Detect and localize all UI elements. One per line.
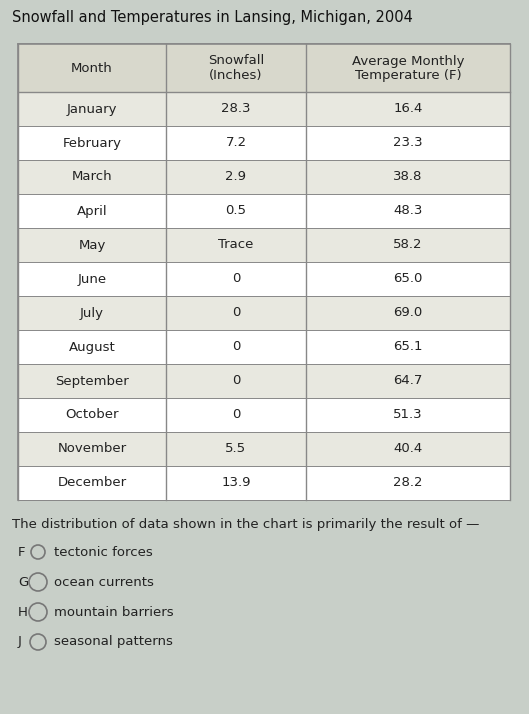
Text: February: February (62, 136, 122, 149)
Text: F: F (18, 545, 25, 558)
Text: August: August (69, 341, 115, 353)
Text: 0: 0 (232, 273, 240, 286)
Text: seasonal patterns: seasonal patterns (54, 635, 173, 648)
Bar (18, 398, 510, 432)
Text: 48.3: 48.3 (394, 204, 423, 218)
Text: 0.5: 0.5 (225, 204, 247, 218)
Text: 7.2: 7.2 (225, 136, 247, 149)
Bar (18, 364, 510, 398)
Text: 0: 0 (232, 306, 240, 319)
Text: G: G (18, 575, 28, 588)
Bar (18, 126, 510, 160)
Bar (18, 160, 510, 194)
Text: October: October (65, 408, 118, 421)
Text: mountain barriers: mountain barriers (54, 605, 174, 618)
Text: 2.9: 2.9 (225, 171, 247, 183)
Text: Trace: Trace (218, 238, 254, 251)
Bar (18, 466, 510, 500)
Text: 28.2: 28.2 (393, 476, 423, 490)
Bar (18, 330, 510, 364)
Bar (18, 194, 510, 228)
Text: May: May (78, 238, 106, 251)
Bar (18, 262, 510, 296)
Text: November: November (58, 443, 126, 456)
Text: January: January (67, 103, 117, 116)
Text: 0: 0 (232, 341, 240, 353)
Text: 69.0: 69.0 (394, 306, 423, 319)
Text: Snowfall: Snowfall (208, 54, 264, 68)
Text: Snowfall and Temperatures in Lansing, Michigan, 2004: Snowfall and Temperatures in Lansing, Mi… (12, 10, 413, 25)
Text: 13.9: 13.9 (221, 476, 251, 490)
Text: 0: 0 (232, 375, 240, 388)
Text: The distribution of data shown in the chart is primarily the result of —: The distribution of data shown in the ch… (12, 518, 479, 531)
Text: December: December (58, 476, 126, 490)
Text: 64.7: 64.7 (394, 375, 423, 388)
Text: 0: 0 (232, 408, 240, 421)
Text: 28.3: 28.3 (221, 103, 251, 116)
Text: (Inches): (Inches) (209, 69, 263, 83)
Text: April: April (77, 204, 107, 218)
Text: 58.2: 58.2 (393, 238, 423, 251)
Text: tectonic forces: tectonic forces (54, 545, 153, 558)
Text: Temperature (F): Temperature (F) (354, 69, 461, 83)
Bar (18, 296, 510, 330)
Text: July: July (80, 306, 104, 319)
Text: 16.4: 16.4 (394, 103, 423, 116)
Text: 5.5: 5.5 (225, 443, 247, 456)
Text: ocean currents: ocean currents (54, 575, 154, 588)
Text: 40.4: 40.4 (394, 443, 423, 456)
Text: J: J (18, 635, 22, 648)
Text: 65.0: 65.0 (394, 273, 423, 286)
Text: 23.3: 23.3 (393, 136, 423, 149)
Text: Month: Month (71, 61, 113, 74)
Bar (18, 44, 510, 500)
Text: 38.8: 38.8 (394, 171, 423, 183)
Text: March: March (72, 171, 112, 183)
Bar (18, 432, 510, 466)
Bar (18, 44, 510, 92)
Text: H: H (18, 605, 28, 618)
Text: 51.3: 51.3 (393, 408, 423, 421)
Text: Average Monthly: Average Monthly (352, 54, 464, 68)
Text: September: September (55, 375, 129, 388)
Text: June: June (77, 273, 106, 286)
Bar (18, 228, 510, 262)
Bar (18, 92, 510, 126)
Text: 65.1: 65.1 (393, 341, 423, 353)
